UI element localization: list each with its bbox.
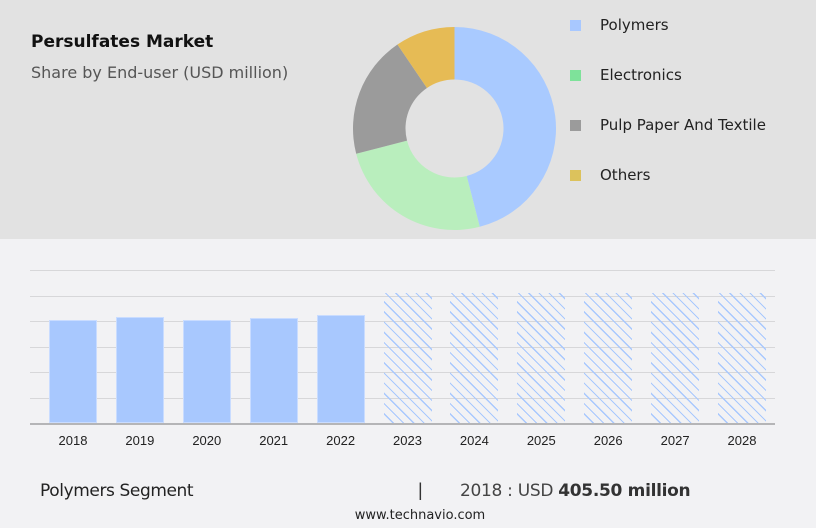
donut-chart [353,27,556,230]
segment-value-prefix: 2018 : USD [460,481,559,501]
bar-2018[interactable] [49,319,97,423]
bar-2019[interactable] [115,316,164,423]
forecast-bar-2028[interactable] [718,293,766,423]
bar-chart: 2018 2019 2020 2021 2022 2023 2024 2025 2026 2027… [0,239,816,459]
legend-item: Electronics [570,63,810,87]
chart-title: Persulfates Market [31,32,214,52]
top-panel: Persulfates Market Share by End-user (US… [0,0,816,239]
x-axis-label: 2026 [593,433,623,448]
donut-slice-electronics [356,140,480,230]
legend-label: Pulp Paper And Textile [600,116,766,134]
footer-separator: | [418,480,423,500]
x-axis-label: 2028 [727,433,757,448]
x-axis-label: 2020 [192,433,222,448]
x-axis-baseline [30,423,775,425]
forecast-bar-2023[interactable] [383,293,432,423]
legend-swatch-icon [570,169,581,181]
legend-label: Electronics [600,66,682,84]
legend-label: Polymers [600,16,669,34]
x-axis-label: 2027 [660,433,690,448]
donut-slice-polymers [454,27,556,227]
x-axis-label: 2022 [326,433,356,448]
x-axis-label: 2021 [259,433,289,448]
x-axis-label: 2018 [58,433,88,448]
x-axis-label: 2023 [393,433,422,448]
legend-item: Others [570,163,810,187]
legend-item: Polymers [570,13,810,37]
forecast-bar-2024[interactable] [450,293,499,423]
legend-label: Others [600,166,651,184]
legend-swatch-icon [570,69,581,81]
chart-subtitle: Share by End-user (USD million) [31,63,289,82]
x-axis-label: 2024 [459,433,489,448]
source-url[interactable]: www.technavio.com [354,508,486,523]
gridline [30,270,775,271]
forecast-bar-2025[interactable] [517,293,566,423]
bar-2021[interactable] [249,317,298,423]
x-axis-label: 2019 [125,433,155,448]
legend-swatch-icon [570,119,581,131]
segment-label: Polymers Segment [40,481,194,501]
x-axis-label: 2025 [526,433,556,448]
forecast-bar-2026[interactable] [584,293,633,423]
bar-2020[interactable] [182,320,231,423]
legend-swatch-icon [570,19,581,31]
donut-slice-pulp-paper-and-textile [353,44,427,154]
legend-item: Pulp Paper And Textile [570,113,810,137]
segment-value-amount: 405.50 million [558,481,691,501]
forecast-bar-2027[interactable] [651,293,700,423]
bar-2022[interactable] [316,314,365,423]
segment-value: 2018 : USD 405.50 million [460,481,691,501]
donut-slice-others [397,27,455,88]
